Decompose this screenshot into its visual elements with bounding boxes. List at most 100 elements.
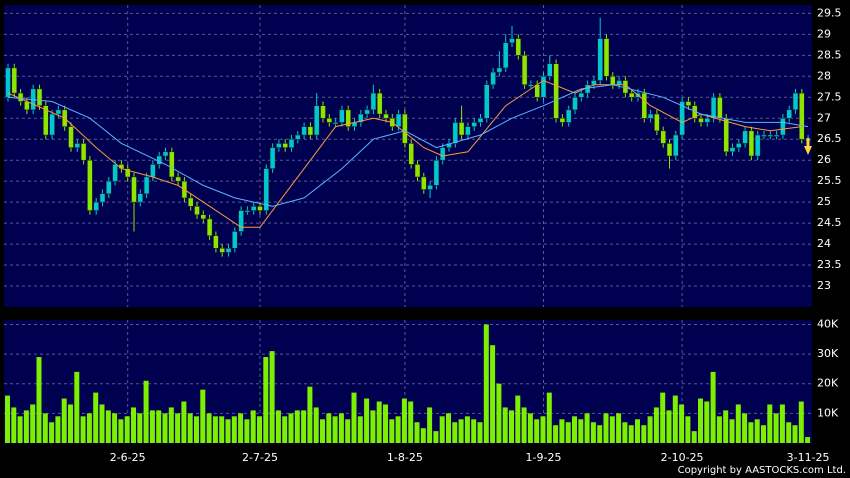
volume-bar	[691, 431, 697, 443]
volume-bar	[723, 410, 729, 443]
candle-body	[780, 118, 786, 136]
candle-body	[565, 109, 572, 123]
volume-bar	[30, 404, 36, 443]
volume-bar	[628, 425, 634, 443]
candle-body	[736, 143, 742, 148]
volume-bar	[5, 395, 10, 443]
candle-body	[471, 122, 477, 127]
volume-bar	[131, 407, 136, 443]
volume-bar	[307, 386, 313, 443]
y-tick-label: 24.5	[817, 216, 842, 229]
volume-bar	[105, 410, 111, 443]
candle-body	[547, 63, 553, 77]
volume-tick-label: 10K	[817, 406, 839, 419]
candle-body	[723, 118, 729, 153]
volume-bar	[546, 392, 552, 443]
x-tick-label: 2-6-25	[110, 451, 146, 464]
volume-bar	[502, 407, 508, 443]
volume-bar	[716, 416, 722, 443]
volume-bar	[288, 413, 294, 443]
volume-bar	[540, 416, 546, 443]
volume-bar	[389, 419, 395, 443]
volume-bar	[761, 425, 766, 443]
volume-bar	[36, 357, 42, 443]
volume-bar	[49, 422, 55, 443]
volume-bar	[710, 371, 716, 443]
candle-body	[421, 176, 427, 190]
volume-bar	[408, 401, 414, 443]
candle-body	[238, 210, 244, 232]
volume-bar	[269, 351, 275, 443]
candle-body	[402, 113, 408, 144]
volume-bar	[792, 425, 798, 443]
candle-body	[754, 134, 761, 157]
volume-bar	[257, 416, 262, 443]
candle-body	[99, 193, 106, 203]
volume-bar	[149, 410, 155, 443]
candle-body	[446, 143, 452, 148]
volume-bar	[137, 413, 143, 443]
volume-bar	[162, 413, 168, 443]
candle-body	[295, 134, 301, 140]
volume-bar	[212, 416, 218, 443]
volume-bar	[80, 416, 86, 443]
volume-bar	[590, 422, 596, 443]
volume-bar	[452, 422, 458, 443]
candle-body	[276, 143, 282, 148]
candle-body	[269, 147, 276, 169]
candle-body	[137, 193, 144, 203]
volume-bar	[175, 413, 181, 443]
candle-body	[17, 92, 24, 102]
x-tick-label: 1-9-25	[526, 451, 562, 464]
volume-bar	[534, 419, 540, 443]
candle-body	[603, 38, 610, 77]
candle-body	[433, 159, 440, 186]
volume-bar	[685, 416, 691, 443]
plot-layer: 23 23.5 24 24.5 25 25.5 26 26.5 27 27.5 28 28.5 29 29…	[4, 5, 842, 464]
volume-bar	[679, 404, 685, 443]
candle-body	[591, 80, 597, 85]
candle-body	[458, 122, 465, 136]
candle-body	[748, 130, 755, 157]
volume-bar	[206, 413, 212, 443]
candle-body	[528, 84, 534, 87]
candle-body	[710, 97, 717, 119]
candle-body	[301, 126, 307, 136]
candle-body	[427, 185, 433, 190]
volume-bar	[244, 419, 250, 443]
candle-body	[169, 151, 175, 178]
candle-body	[307, 126, 314, 136]
volume-bar	[729, 419, 735, 443]
candle-body	[376, 92, 383, 115]
volume-bar	[496, 383, 502, 443]
candle-body	[74, 143, 81, 148]
volume-bar	[61, 398, 67, 443]
volume-bar	[477, 422, 483, 443]
candle-body	[572, 97, 578, 111]
y-tick-label: 25	[817, 195, 831, 208]
candle-body	[477, 118, 484, 123]
candle-body	[232, 231, 238, 249]
candle-body	[799, 92, 805, 140]
volume-bar	[553, 425, 559, 443]
volume-bar	[357, 416, 363, 443]
candle-body	[673, 134, 679, 157]
candle-body	[654, 113, 660, 132]
candle-body	[213, 235, 219, 249]
candle-body	[106, 180, 112, 195]
volume-bar	[320, 419, 325, 443]
volume-bar	[294, 410, 300, 443]
volume-tick-label: 40K	[817, 317, 839, 330]
volume-bar	[735, 404, 741, 443]
volume-bar	[672, 395, 678, 443]
volume-bar	[748, 422, 754, 443]
candle-body	[610, 76, 616, 85]
candle-body	[559, 118, 566, 123]
volume-bar	[74, 371, 80, 443]
volume-bar	[490, 345, 496, 443]
volume-bar	[509, 410, 514, 443]
price-panel	[4, 5, 812, 307]
y-tick-label: 27.5	[817, 90, 842, 103]
volume-bar	[11, 407, 17, 443]
volume-bar	[250, 410, 256, 443]
